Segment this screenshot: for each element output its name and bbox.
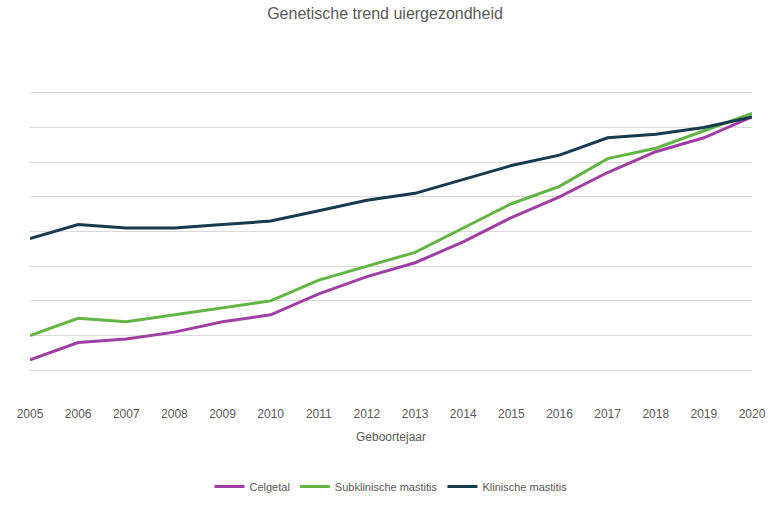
svg-text:2005: 2005 xyxy=(17,407,44,421)
svg-text:2009: 2009 xyxy=(209,407,236,421)
svg-text:2006: 2006 xyxy=(65,407,92,421)
svg-text:2014: 2014 xyxy=(450,407,477,421)
svg-text:2008: 2008 xyxy=(161,407,188,421)
svg-text:Klinische mastitis: Klinische mastitis xyxy=(482,481,567,493)
svg-text:2017: 2017 xyxy=(594,407,621,421)
svg-text:Subklinische mastitis: Subklinische mastitis xyxy=(335,481,438,493)
svg-text:2018: 2018 xyxy=(642,407,669,421)
svg-text:2011: 2011 xyxy=(306,407,332,421)
svg-text:Geboortejaar: Geboortejaar xyxy=(356,430,426,444)
svg-text:2007: 2007 xyxy=(113,407,140,421)
svg-text:Genetische trend uiergezondhei: Genetische trend uiergezondheid xyxy=(267,5,503,22)
svg-text:2020: 2020 xyxy=(739,407,766,421)
svg-text:2016: 2016 xyxy=(546,407,573,421)
svg-text:2012: 2012 xyxy=(354,407,381,421)
svg-text:Celgetal: Celgetal xyxy=(250,481,290,493)
svg-text:2019: 2019 xyxy=(691,407,718,421)
svg-text:2015: 2015 xyxy=(498,407,525,421)
svg-text:2010: 2010 xyxy=(257,407,284,421)
svg-text:2013: 2013 xyxy=(402,407,429,421)
